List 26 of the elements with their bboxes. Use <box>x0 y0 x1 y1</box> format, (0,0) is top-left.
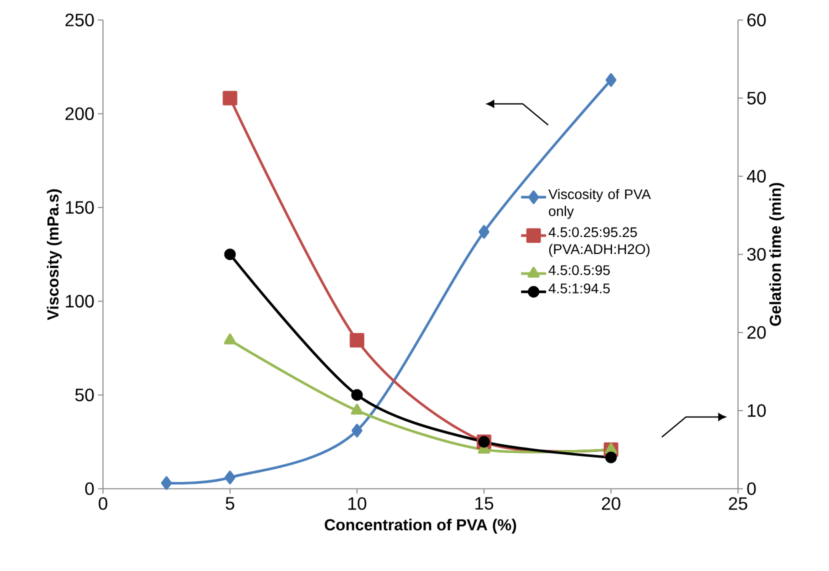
legend-label: 4.5:1:94.5 <box>548 283 610 294</box>
y-tick-label: 0 <box>85 482 94 496</box>
y2-tick-label: 50 <box>747 92 766 104</box>
y-tick-label: 50 <box>75 388 94 402</box>
y2-tick-label: 20 <box>747 326 766 339</box>
x-tick-label: 25 <box>728 497 748 510</box>
y2-tick-label: 10 <box>748 404 766 417</box>
legend-label: 4.5:0.5:95 <box>548 265 610 276</box>
x-axis-title: Concentration of PVA (%) <box>324 518 516 534</box>
legend-label: 4.5:0.25:95.25 (PVA:ADH:H2O) <box>548 227 650 257</box>
y2-tick-label: 40 <box>746 170 766 183</box>
y2-tick-label: 30 <box>747 248 766 261</box>
y2-axis-title: Gelation time (min) <box>769 182 784 326</box>
legend-label: Viscosity of PVA only <box>548 188 651 219</box>
x-tick-label: 10 <box>348 497 366 510</box>
y-tick-label: 200 <box>65 107 94 120</box>
y-tick-label: 250 <box>65 14 94 26</box>
y-axis-title: Viscosity (mPa.s) <box>46 189 62 320</box>
y-tick-label: 100 <box>66 294 94 308</box>
x-tick-label: 5 <box>226 497 234 510</box>
x-tick-label: 20 <box>602 497 620 510</box>
y2-tick-label: 0 <box>747 482 756 496</box>
y2-tick-label: 60 <box>747 14 766 26</box>
x-tick-label: 15 <box>475 497 494 510</box>
y-tick-label: 150 <box>66 201 94 214</box>
x-tick-label: 0 <box>98 497 108 510</box>
